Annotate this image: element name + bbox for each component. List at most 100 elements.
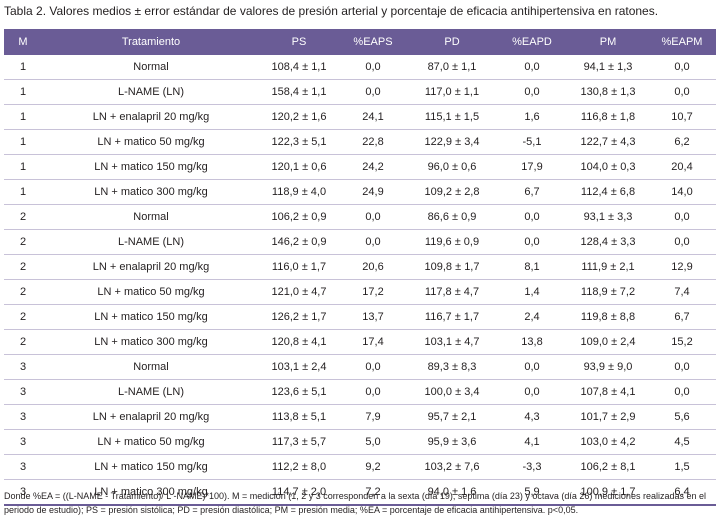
cell-eapd: 1,6: [496, 104, 568, 130]
cell-eapd: 0,0: [496, 204, 568, 230]
cell-ps: 106,2 ± 0,9: [260, 204, 338, 230]
header-eapd: %EAPD: [496, 29, 568, 55]
cell-tratamiento: LN + enalapril 20 mg/kg: [42, 404, 260, 430]
table-footnote: Donde %EA = ((L-NAME - Tratamiento)/ L -…: [4, 491, 706, 515]
cell-eaps: 13,7: [338, 304, 408, 330]
cell-eapd: 17,9: [496, 154, 568, 180]
table-row: 3 L-NAME (LN) 123,6 ± 5,1 0,0 100,0 ± 3,4 0,0…: [4, 379, 716, 405]
table-row: 3 LN + matico 300 mg/kg 114,7 ± 2,0 7,2 94,0…: [4, 479, 716, 506]
cell-pm: 119,8 ± 8,8: [568, 304, 648, 330]
cell-eaps: 17,4: [338, 329, 408, 355]
cell-eapd: 8,1: [496, 254, 568, 280]
header-pd: PD: [408, 29, 496, 55]
cell-tratamiento: L-NAME (LN): [42, 379, 260, 405]
cell-pd: 109,8 ± 1,7: [408, 254, 496, 280]
cell-m: 3: [4, 379, 42, 405]
table-body: 1 Normal 108,4 ± 1,1 0,0 87,0 ± 1,1 0,0 94,1 ±…: [4, 55, 716, 506]
cell-eapd: 5,9: [496, 479, 568, 506]
cell-tratamiento: L-NAME (LN): [42, 79, 260, 105]
cell-m: 1: [4, 55, 42, 80]
table-row: 3 LN + matico 150 mg/kg 112,2 ± 8,0 9,2 103,…: [4, 454, 716, 480]
cell-m: 2: [4, 204, 42, 230]
cell-eapm: 6,7: [648, 304, 716, 330]
cell-eaps: 5,0: [338, 429, 408, 455]
cell-tratamiento: LN + enalapril 20 mg/kg: [42, 104, 260, 130]
table-row: 3 LN + enalapril 20 mg/kg 113,8 ± 5,1 7,9 95…: [4, 404, 716, 430]
cell-ps: 126,2 ± 1,7: [260, 304, 338, 330]
cell-eapm: 6,2: [648, 129, 716, 155]
cell-pd: 95,9 ± 3,6: [408, 429, 496, 455]
cell-eaps: 24,1: [338, 104, 408, 130]
cell-eaps: 0,0: [338, 379, 408, 405]
cell-pm: 112,4 ± 6,8: [568, 179, 648, 205]
header-ps: PS: [260, 29, 338, 55]
cell-tratamiento: LN + matico 300 mg/kg: [42, 179, 260, 205]
table-header-row: M Tratamiento PS %EAPS PD %EAPD PM %EAPM: [4, 29, 716, 55]
cell-pm: 118,9 ± 7,2: [568, 279, 648, 305]
cell-pm: 107,8 ± 4,1: [568, 379, 648, 405]
cell-m: 1: [4, 179, 42, 205]
cell-ps: 118,9 ± 4,0: [260, 179, 338, 205]
cell-m: 3: [4, 479, 42, 506]
cell-eapm: 0,0: [648, 79, 716, 105]
cell-pd: 119,6 ± 0,9: [408, 229, 496, 255]
cell-ps: 146,2 ± 0,9: [260, 229, 338, 255]
header-tratamiento: Tratamiento: [42, 29, 260, 55]
cell-eapd: 0,0: [496, 79, 568, 105]
cell-pm: 109,0 ± 2,4: [568, 329, 648, 355]
cell-tratamiento: LN + matico 300 mg/kg: [42, 479, 260, 506]
header-pm: PM: [568, 29, 648, 55]
cell-m: 2: [4, 279, 42, 305]
cell-eapm: 0,0: [648, 204, 716, 230]
cell-eapm: 14,0: [648, 179, 716, 205]
cell-eapd: 0,0: [496, 55, 568, 80]
cell-eaps: 0,0: [338, 354, 408, 380]
header-eapm: %EAPM: [648, 29, 716, 55]
cell-tratamiento: LN + matico 150 mg/kg: [42, 154, 260, 180]
cell-eaps: 9,2: [338, 454, 408, 480]
cell-pm: 101,7 ± 2,9: [568, 404, 648, 430]
table-row: 1 L-NAME (LN) 158,4 ± 1,1 0,0 117,0 ± 1,1 0,0…: [4, 79, 716, 105]
header-m: M: [4, 29, 42, 55]
cell-eapd: -3,3: [496, 454, 568, 480]
cell-ps: 158,4 ± 1,1: [260, 79, 338, 105]
cell-eapm: 10,7: [648, 104, 716, 130]
table-row: 1 LN + matico 150 mg/kg 120,1 ± 0,6 24,2 96,…: [4, 154, 716, 180]
cell-pd: 109,2 ± 2,8: [408, 179, 496, 205]
cell-tratamiento: Normal: [42, 55, 260, 80]
cell-tratamiento: LN + matico 150 mg/kg: [42, 304, 260, 330]
cell-m: 3: [4, 354, 42, 380]
cell-pm: 122,7 ± 4,3: [568, 129, 648, 155]
cell-ps: 114,7 ± 2,0: [260, 479, 338, 506]
table-row: 2 L-NAME (LN) 146,2 ± 0,9 0,0 119,6 ± 0,9 0,0…: [4, 229, 716, 255]
cell-ps: 103,1 ± 2,4: [260, 354, 338, 380]
cell-pd: 89,3 ± 8,3: [408, 354, 496, 380]
cell-eaps: 0,0: [338, 204, 408, 230]
cell-pd: 96,0 ± 0,6: [408, 154, 496, 180]
cell-pd: 122,9 ± 3,4: [408, 129, 496, 155]
cell-eapd: 0,0: [496, 379, 568, 405]
cell-eaps: 22,8: [338, 129, 408, 155]
cell-eapd: 6,7: [496, 179, 568, 205]
cell-eapd: 4,3: [496, 404, 568, 430]
cell-eapd: 0,0: [496, 354, 568, 380]
cell-eapd: 4,1: [496, 429, 568, 455]
cell-pm: 106,2 ± 8,1: [568, 454, 648, 480]
cell-m: 1: [4, 104, 42, 130]
cell-eapd: 0,0: [496, 229, 568, 255]
table-row: 3 LN + matico 50 mg/kg 117,3 ± 5,7 5,0 95,9 …: [4, 429, 716, 455]
cell-ps: 123,6 ± 5,1: [260, 379, 338, 405]
cell-pm: 100,9 ± 1,7: [568, 479, 648, 506]
cell-pd: 100,0 ± 3,4: [408, 379, 496, 405]
cell-tratamiento: LN + enalapril 20 mg/kg: [42, 254, 260, 280]
cell-pm: 103,0 ± 4,2: [568, 429, 648, 455]
cell-ps: 112,2 ± 8,0: [260, 454, 338, 480]
cell-eapm: 4,5: [648, 429, 716, 455]
cell-tratamiento: L-NAME (LN): [42, 229, 260, 255]
cell-eaps: 20,6: [338, 254, 408, 280]
cell-tratamiento: LN + matico 50 mg/kg: [42, 129, 260, 155]
cell-eapd: 1,4: [496, 279, 568, 305]
cell-pm: 128,4 ± 3,3: [568, 229, 648, 255]
cell-eaps: 24,2: [338, 154, 408, 180]
table-row: 1 LN + matico 50 mg/kg 122,3 ± 5,1 22,8 122,…: [4, 129, 716, 155]
